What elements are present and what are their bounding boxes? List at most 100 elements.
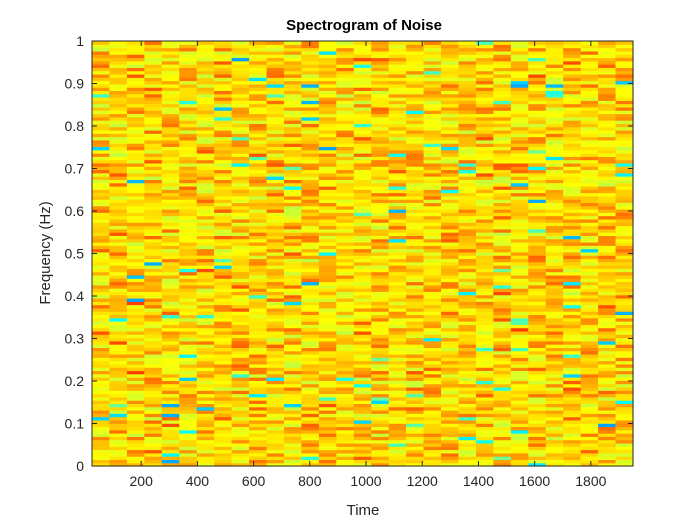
heatmap-cell [196,459,215,464]
heatmap-cell [336,245,355,250]
heatmap-cell [161,459,180,464]
heatmap-cell [161,50,180,55]
heatmap-cell [126,265,145,269]
heatmap-cell [615,288,634,292]
heatmap-cell [441,54,460,59]
heatmap-cell [545,426,564,431]
heatmap-cell [545,60,564,65]
heatmap-cell [458,396,477,401]
heatmap-cell [475,73,494,78]
heatmap-cell [598,146,617,151]
heatmap-cell [301,337,320,342]
heatmap-cell [353,192,372,197]
heatmap-cell [545,367,564,372]
heatmap-cell [371,426,390,431]
heatmap-cell [249,350,268,355]
heatmap-cell [475,238,494,243]
heatmap-cell [371,357,390,362]
heatmap-cell [598,423,617,428]
heatmap-cell [109,44,128,49]
heatmap-cell [249,199,268,204]
heatmap-cell [580,311,599,316]
heatmap-cell [423,143,442,148]
heatmap-cell [266,367,285,372]
heatmap-cell [283,209,303,213]
heatmap-cell [214,367,233,372]
heatmap-cell [196,373,215,378]
heatmap-cell [580,261,599,266]
heatmap-cell [179,357,198,362]
heatmap-cell [598,370,617,375]
heatmap-cell [318,350,337,355]
heatmap-cell [475,274,494,279]
heatmap-cell [545,238,564,243]
heatmap-cell [441,185,460,190]
heatmap-cell [475,116,494,121]
heatmap-cell [196,166,215,171]
heatmap-cell [423,416,442,421]
heatmap-cell [126,97,145,101]
heatmap-cell [598,199,617,204]
heatmap-cell [144,103,163,108]
heatmap-cell [563,291,582,296]
heatmap-cell [458,149,477,154]
heatmap-cell [283,222,303,227]
heatmap-cell [161,123,180,128]
heatmap-cell [493,166,512,171]
heatmap-cell [231,288,250,292]
heatmap-cell [388,426,407,431]
heatmap-cell [231,185,250,190]
heatmap-cell [406,360,425,365]
heatmap-cell [441,416,460,421]
heatmap-cell [510,265,529,269]
heatmap-cell [475,377,494,381]
heatmap-cell [563,235,582,240]
heatmap-cell [406,311,425,316]
heatmap-cell [388,344,407,348]
heatmap-cell [371,123,390,128]
heatmap-cell [196,403,215,408]
heatmap-cell [423,159,442,164]
heatmap-cell [353,54,372,59]
heatmap-cell [510,110,529,115]
heatmap-cell [301,185,320,190]
heatmap-cell [423,97,442,101]
heatmap-cell [283,90,303,95]
heatmap-cell [580,103,599,108]
heatmap-cell [336,311,355,316]
heatmap-cell [388,456,407,461]
heatmap-cell [353,370,372,375]
heatmap-cell [283,255,303,260]
heatmap-cell [353,113,372,118]
heatmap-cell [615,80,634,85]
heatmap-cell [563,90,582,95]
heatmap-cell [423,406,442,411]
heatmap-cell [109,449,128,454]
heatmap-cell [441,261,460,266]
heatmap-cell [126,70,145,75]
heatmap-cell [266,245,285,250]
heatmap-cell [493,192,512,197]
heatmap-cell [179,179,198,184]
heatmap-cell [266,396,285,401]
heatmap-cell [231,182,250,187]
heatmap-cell [406,139,425,144]
heatmap-cell [214,337,233,342]
heatmap-cell [301,462,320,467]
heatmap-cell [214,248,233,253]
heatmap-cell [336,304,355,309]
heatmap-cell [388,159,407,164]
heatmap-cell [598,70,617,75]
heatmap-cell [231,452,250,457]
heatmap-cell [475,321,494,325]
heatmap-cell [510,268,529,273]
heatmap-cell [528,212,547,217]
heatmap-cell [249,156,268,161]
heatmap-cell [336,139,355,144]
heatmap-cell [388,261,407,266]
heatmap-cell [545,258,564,263]
heatmap-cell [249,383,268,388]
heatmap-cell [353,212,372,217]
heatmap-cell [563,255,582,260]
heatmap-cell [231,133,250,138]
